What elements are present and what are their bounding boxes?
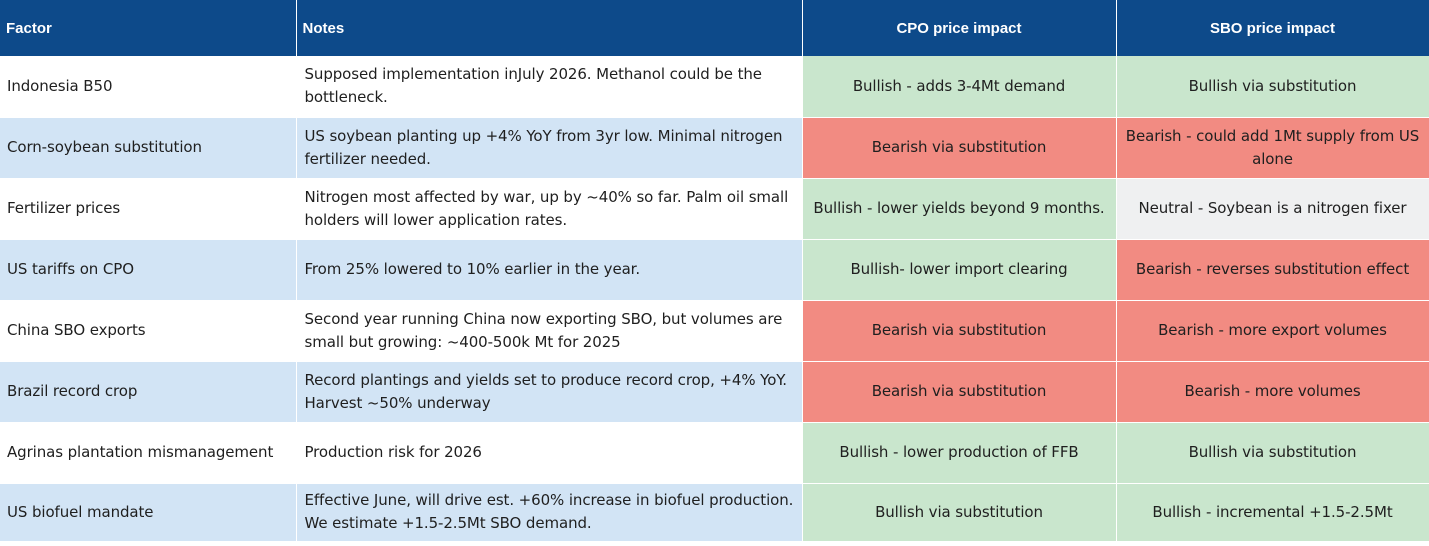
- cpo-impact-cell: Bullish - adds 3-4Mt demand: [802, 56, 1117, 118]
- table-body: Indonesia B50 Supposed implementation in…: [0, 56, 1429, 542]
- cpo-impact-cell: Bullish - lower production of FFB: [802, 422, 1117, 484]
- cpo-impact-cell: Bearish via substitution: [802, 361, 1117, 423]
- factor-cell: Corn-soybean substitution: [0, 117, 297, 179]
- factor-cell: Agrinas plantation mismanagement: [0, 422, 297, 484]
- sbo-impact-cell: Bearish - could add 1Mt supply from US a…: [1116, 117, 1429, 179]
- header-factor: Factor: [0, 0, 297, 56]
- table-row: Agrinas plantation mismanagement Product…: [0, 422, 1429, 484]
- sbo-impact-cell: Bullish via substitution: [1116, 56, 1429, 118]
- header-notes: Notes: [296, 0, 803, 56]
- cpo-impact-cell: Bearish via substitution: [802, 117, 1117, 179]
- table-row: Corn-soybean substitution US soybean pla…: [0, 117, 1429, 179]
- cpo-impact-cell: Bullish- lower import clearing: [802, 239, 1117, 301]
- sbo-impact-cell: Bearish - more export volumes: [1116, 300, 1429, 362]
- table-row: Indonesia B50 Supposed implementation in…: [0, 56, 1429, 118]
- sbo-impact-cell: Bearish - reverses substitution effect: [1116, 239, 1429, 301]
- factor-cell: Brazil record crop: [0, 361, 297, 423]
- cpo-impact-cell: Bullish - lower yields beyond 9 months.: [802, 178, 1117, 240]
- sbo-impact-cell: Neutral - Soybean is a nitrogen fixer: [1116, 178, 1429, 240]
- factor-cell: Fertilizer prices: [0, 178, 297, 240]
- factor-cell: US tariffs on CPO: [0, 239, 297, 301]
- factor-cell: China SBO exports: [0, 300, 297, 362]
- sbo-impact-cell: Bullish via substitution: [1116, 422, 1429, 484]
- table-header: Factor Notes CPO price impact SBO price …: [0, 0, 1429, 56]
- notes-cell: US soybean planting up +4% YoY from 3yr …: [296, 117, 803, 179]
- notes-cell: Nitrogen most affected by war, up by ~40…: [296, 178, 803, 240]
- cpo-impact-cell: Bullish via substitution: [802, 483, 1117, 542]
- table-row: Brazil record crop Record plantings and …: [0, 361, 1429, 423]
- factor-cell: Indonesia B50: [0, 56, 297, 118]
- table-row: Fertilizer prices Nitrogen most affected…: [0, 178, 1429, 240]
- table-row: China SBO exports Second year running Ch…: [0, 300, 1429, 362]
- notes-cell: Supposed implementation inJuly 2026. Met…: [296, 56, 803, 118]
- notes-cell: Second year running China now exporting …: [296, 300, 803, 362]
- header-cpo-impact: CPO price impact: [802, 0, 1117, 56]
- sbo-impact-cell: Bullish - incremental +1.5-2.5Mt: [1116, 483, 1429, 542]
- factor-cell: US biofuel mandate: [0, 483, 297, 542]
- notes-cell: Production risk for 2026: [296, 422, 803, 484]
- notes-cell: Record plantings and yields set to produ…: [296, 361, 803, 423]
- sbo-impact-cell: Bearish - more volumes: [1116, 361, 1429, 423]
- notes-cell: From 25% lowered to 10% earlier in the y…: [296, 239, 803, 301]
- notes-cell: Effective June, will drive est. +60% inc…: [296, 483, 803, 542]
- table-row: US biofuel mandate Effective June, will …: [0, 483, 1429, 542]
- cpo-impact-cell: Bearish via substitution: [802, 300, 1117, 362]
- table-row: US tariffs on CPO From 25% lowered to 10…: [0, 239, 1429, 301]
- header-sbo-impact: SBO price impact: [1116, 0, 1429, 56]
